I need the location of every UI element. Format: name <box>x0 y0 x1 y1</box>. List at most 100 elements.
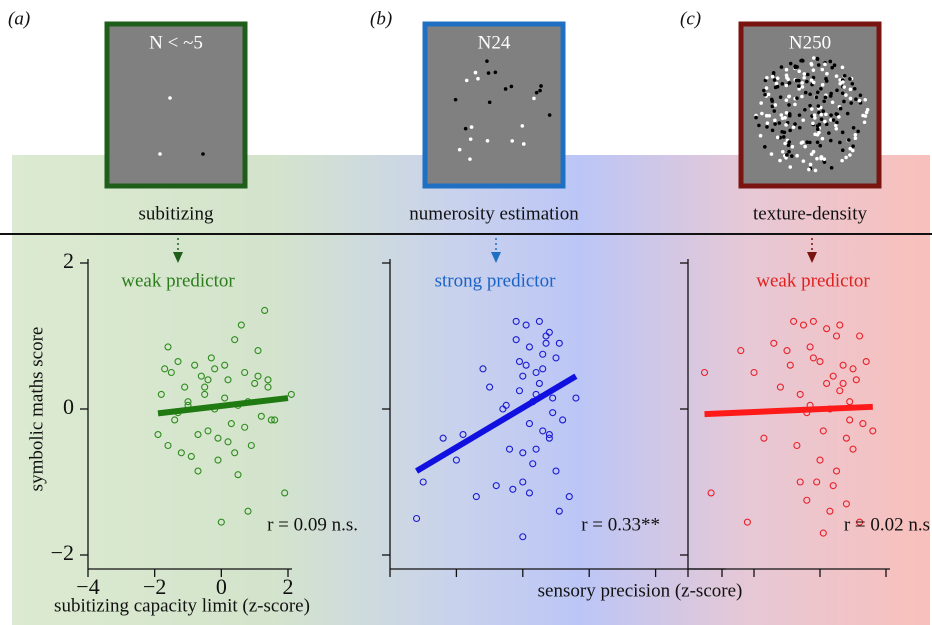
scatter-point <box>231 449 239 457</box>
stimulus-dot <box>773 85 778 90</box>
stimulus-dot <box>797 84 801 88</box>
scatter-point <box>552 467 560 475</box>
stimulus-dot <box>547 113 552 117</box>
stimulus-dot <box>835 88 839 93</box>
scatter-point <box>832 467 841 475</box>
scatter-point <box>545 434 553 442</box>
stimulus-dot <box>780 82 785 86</box>
scatter-point <box>207 354 215 362</box>
scatter-point <box>859 420 867 428</box>
stimulus-dot <box>850 81 855 86</box>
scatter-point <box>502 401 510 409</box>
scatter-point <box>535 379 543 388</box>
scatter-point <box>197 372 205 380</box>
stimulus-dot <box>861 113 865 118</box>
stimulus-dot <box>815 156 819 161</box>
stimulus-dot <box>816 104 821 108</box>
stimulus-dot <box>765 121 770 125</box>
scatter-point <box>264 376 272 384</box>
stimulus-dot <box>773 122 777 126</box>
stimulus-dot <box>485 59 489 63</box>
stimulus-dot <box>791 125 796 130</box>
stat-label: r = 0.02 n.s <box>844 514 930 535</box>
scatter-point <box>809 317 817 325</box>
stimulus-dot <box>793 102 797 107</box>
scatter-point <box>194 430 202 439</box>
stimulus-dot <box>800 94 804 99</box>
scatter-point <box>816 357 824 366</box>
stimulus-dot <box>809 61 814 66</box>
scatter-point <box>852 376 860 384</box>
scatter-point <box>832 332 841 340</box>
scatter-point <box>783 347 791 355</box>
scatter-point <box>177 449 185 457</box>
stimulus-dot <box>787 81 792 85</box>
scatter-point <box>184 398 192 406</box>
stimulus-label: N < ~5 <box>149 32 203 53</box>
scatter-point <box>806 343 814 351</box>
scatter-point <box>241 368 249 377</box>
stimulus-dot <box>784 98 789 102</box>
arrow-head <box>491 252 501 263</box>
scatter-point <box>459 430 467 439</box>
scatter-point <box>214 456 222 464</box>
scatter-point <box>786 361 794 369</box>
scatter-point <box>549 409 557 417</box>
stimulus-dot <box>823 119 827 124</box>
stimulus-dot <box>770 99 775 103</box>
stimulus-dot <box>758 133 763 138</box>
stimulus-dot <box>817 130 821 135</box>
stimulus-dot <box>778 158 782 163</box>
stimulus-dot <box>845 111 850 116</box>
stimulus-dot <box>851 125 856 130</box>
scatter-point <box>161 365 169 373</box>
stimulus-dot <box>469 125 474 129</box>
stimulus-dot <box>783 141 787 146</box>
stimulus-dot <box>846 138 851 142</box>
stimulus-dot <box>854 97 858 102</box>
task-label: texture-density <box>753 203 867 224</box>
stimulus-dot <box>772 109 777 113</box>
stimulus-dot <box>510 139 514 143</box>
stimulus-dot <box>820 67 825 72</box>
stimulus-dot <box>856 129 860 134</box>
scatter-point <box>525 420 533 428</box>
stimulus-dot <box>819 155 824 159</box>
task-label: numerosity estimation <box>409 203 579 224</box>
stimulus-dot <box>858 93 863 98</box>
stimulus-label: N24 <box>478 32 511 53</box>
scatter-point <box>819 529 827 537</box>
scatter-point <box>790 317 798 325</box>
stimulus-dot <box>468 137 473 141</box>
stimulus-dot <box>805 140 810 145</box>
stimulus-dot <box>811 68 816 72</box>
stimulus-dot <box>857 98 862 103</box>
x-tick-label: 0 <box>216 574 227 599</box>
stimulus-dot <box>848 87 853 92</box>
stimulus-dot <box>833 123 838 128</box>
scatter-point <box>552 354 560 362</box>
scatter-point <box>181 383 189 391</box>
stimulus-dot <box>811 80 816 85</box>
stimulus-dot <box>813 168 818 173</box>
stimulus-dot <box>823 95 828 100</box>
scatter-point <box>555 507 563 515</box>
stimulus-dot <box>780 130 784 134</box>
scatter-point <box>525 343 533 351</box>
stimulus-dot <box>784 123 788 127</box>
stimulus-dot <box>784 155 788 160</box>
scatter-point <box>201 383 209 391</box>
scatter-point <box>204 427 212 435</box>
scatter-point <box>217 518 225 526</box>
arrow-head <box>173 252 183 263</box>
stimulus-dot <box>821 109 826 113</box>
stimulus-dot <box>795 153 799 158</box>
scatter-point <box>479 365 487 373</box>
panel-letter: (b) <box>370 8 392 29</box>
scatter-point <box>539 365 547 373</box>
arrow-head <box>807 252 817 263</box>
stimulus-dot <box>799 141 804 145</box>
scatter-point <box>154 430 162 439</box>
scatter-point <box>856 332 864 340</box>
stimulus-dot <box>813 116 817 120</box>
